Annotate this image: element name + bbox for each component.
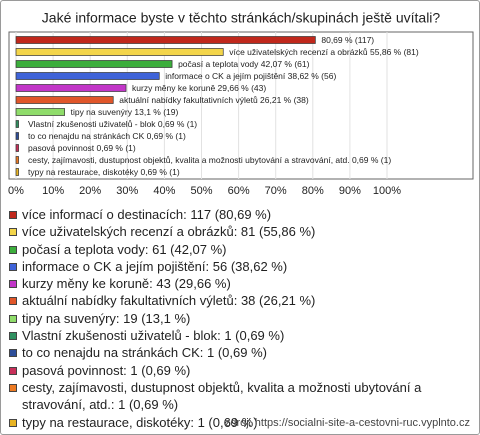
- legend-item: typy na restaurace, diskotéky: 1 (0,69 %…: [9, 414, 471, 431]
- bar: [15, 48, 224, 56]
- value-label: pasová povinnost 0,69 % (1): [28, 143, 136, 153]
- x-tick-label: 30%: [116, 185, 138, 197]
- x-tick-label: 60%: [228, 185, 250, 197]
- x-tick-label: 0%: [8, 185, 24, 197]
- legend-item: více uživatelských recenzí a obrázků: 81…: [9, 223, 471, 240]
- legend-swatch: [9, 314, 17, 323]
- legend-label: pasová povinnost: 1 (0,69 %): [22, 362, 191, 378]
- legend-label: aktuální nabídky fakultativních výletů: …: [22, 293, 316, 309]
- bar: [15, 60, 173, 68]
- legend-swatch: [9, 349, 17, 358]
- x-tick-label: 80%: [302, 185, 324, 197]
- legend-item: kurzy měny ke koruně: 43 (29,66 %): [9, 275, 471, 292]
- value-label: více uživatelských recenzí a obrázků 55,…: [229, 47, 419, 57]
- value-label: typy na restaurace, diskotéky 0,69 % (1): [28, 167, 180, 177]
- bar: [15, 36, 316, 44]
- legend-item: pasová povinnost: 1 (0,69 %): [9, 362, 471, 379]
- bar: [15, 84, 127, 92]
- bar: [15, 96, 114, 104]
- legend-label: počasí a teplota vody: 61 (42,07 %): [22, 241, 227, 257]
- bar: [15, 144, 19, 152]
- x-tick-label: 40%: [153, 185, 175, 197]
- bar: [15, 108, 65, 116]
- legend-label: informace o CK a jejím pojištění: 56 (38…: [22, 258, 288, 274]
- legend-swatch: [9, 228, 17, 237]
- legend-swatch: [9, 332, 17, 341]
- x-tick-label: 90%: [339, 185, 361, 197]
- legend-label: tipy na suvenýry: 19 (13,1 %): [22, 310, 191, 326]
- legend-label: Vlastní zkušenosti uživatelů - blok: 1 (…: [22, 328, 285, 344]
- legend-swatch: [9, 383, 17, 392]
- legend-item: počasí a teplota vody: 61 (42,07 %): [9, 241, 471, 258]
- bar: [15, 168, 19, 176]
- legend-item: aktuální nabídky fakultativních výletů: …: [9, 292, 471, 309]
- value-label: počasí a teplota vody 42,07 % (61): [178, 59, 310, 69]
- value-label: 80,69 % (117): [321, 35, 374, 45]
- legend-swatch: [9, 211, 17, 219]
- chart: Jaké informace byste v těchto stránkách/…: [8, 10, 474, 197]
- value-label: kurzy měny ke koruně 29,66 % (43): [132, 83, 266, 93]
- legend-label: typy na restaurace, diskotéky: 1 (0,69 %…: [22, 414, 258, 430]
- legend-swatch: [9, 262, 17, 271]
- x-tick-label: 20%: [79, 185, 101, 197]
- bar: [15, 72, 160, 80]
- legend-label: více uživatelských recenzí a obrázků: 81…: [22, 224, 316, 240]
- x-tick-label: 70%: [265, 185, 287, 197]
- legend: více informací o destinacích: 117 (80,69…: [9, 206, 471, 431]
- legend-swatch: [9, 366, 17, 375]
- legend-item: cesty, zajímavosti, dustupnost objektů, …: [9, 379, 471, 414]
- legend-item: to co nenajdu na stránkách CK: 1 (0,69 %…: [9, 344, 471, 361]
- value-label: cesty, zajímavosti, dustupnost objektů, …: [28, 155, 391, 165]
- value-label: aktuální nabídky fakultativních výletů 2…: [119, 95, 309, 105]
- value-label: informace o CK a jejím pojištění 38,62 %…: [165, 71, 336, 81]
- legend-label: více informací o destinacích: 117 (80,69…: [22, 207, 272, 222]
- value-label: tipy na suvenýry 13,1 % (19): [71, 107, 179, 117]
- legend-item: tipy na suvenýry: 19 (13,1 %): [9, 310, 471, 327]
- chart-title: Jaké informace byste v těchto stránkách/…: [42, 10, 441, 26]
- bar: [15, 120, 19, 128]
- legend-label: to co nenajdu na stránkách CK: 1 (0,69 %…: [22, 345, 267, 361]
- legend-item: více informací o destinacích: 117 (80,69…: [9, 206, 471, 223]
- legend-swatch: [9, 297, 17, 306]
- bar: [15, 156, 19, 164]
- legend-swatch: [9, 245, 17, 254]
- legend-label: kurzy měny ke koruně: 43 (29,66 %): [22, 276, 231, 292]
- legend-item: Vlastní zkušenosti uživatelů - blok: 1 (…: [9, 327, 471, 344]
- source: zdroj: https://socialni-site-a-cestovni-…: [224, 417, 470, 429]
- legend-swatch: [9, 280, 17, 289]
- legend-item: informace o CK a jejím pojištění: 56 (38…: [9, 258, 471, 275]
- legend-swatch: [9, 418, 17, 427]
- x-tick-label: 10%: [42, 185, 64, 197]
- value-label: to co nenajdu na stránkách CK 0,69 % (1): [28, 131, 186, 141]
- plot-area: [8, 31, 474, 180]
- bar: [15, 132, 19, 140]
- x-tick-label: 100%: [373, 185, 401, 197]
- x-tick-label: 50%: [190, 185, 212, 197]
- legend-label: cesty, zajímavosti, dustupnost objektů, …: [22, 379, 422, 413]
- value-label: Vlastní zkušenosti uživatelů - blok 0,69…: [28, 119, 197, 129]
